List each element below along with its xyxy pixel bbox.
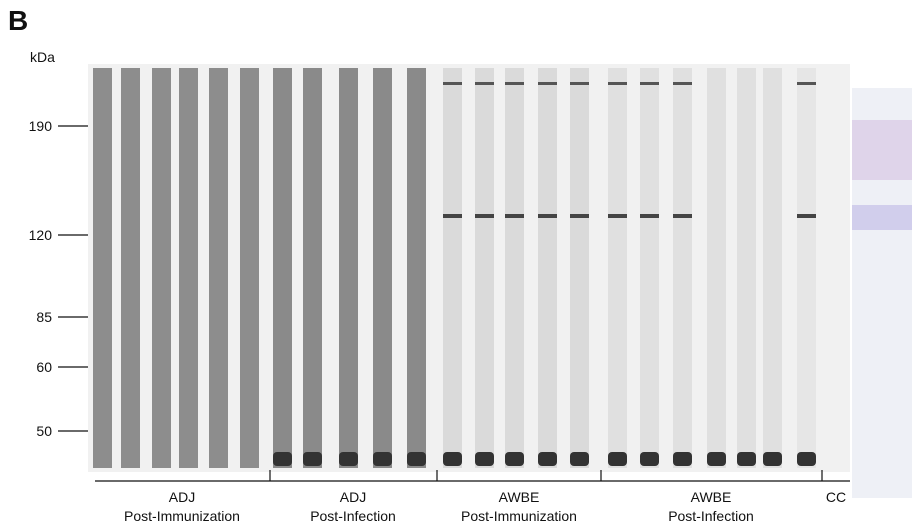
bottom-band bbox=[707, 452, 726, 466]
band bbox=[608, 214, 627, 218]
band bbox=[505, 82, 524, 85]
bottom-band bbox=[570, 452, 589, 466]
bottom-band bbox=[273, 452, 292, 466]
blot-strip bbox=[373, 68, 392, 468]
group-label: AWBE bbox=[691, 489, 732, 505]
group-label: ADJ bbox=[340, 489, 366, 505]
blot-strip bbox=[538, 68, 557, 468]
bottom-band bbox=[303, 452, 322, 466]
bottom-band bbox=[608, 452, 627, 466]
blot-strip bbox=[737, 68, 756, 468]
marker-label: 85 bbox=[36, 309, 52, 325]
bottom-band bbox=[737, 452, 756, 466]
bottom-band bbox=[673, 452, 692, 466]
band bbox=[608, 82, 627, 85]
blot-strip bbox=[570, 68, 589, 468]
band bbox=[797, 214, 816, 218]
band bbox=[570, 214, 589, 218]
blot-strip bbox=[273, 68, 292, 468]
stain-band bbox=[852, 205, 912, 230]
blot-strip bbox=[505, 68, 524, 468]
blot-strip bbox=[93, 68, 112, 468]
group-label: Post-Infection bbox=[668, 508, 754, 524]
band bbox=[640, 82, 659, 85]
group-label: ADJ bbox=[169, 489, 195, 505]
blot-strip bbox=[179, 68, 198, 468]
group-label: CC bbox=[826, 489, 846, 505]
band bbox=[538, 214, 557, 218]
stain-region bbox=[852, 120, 912, 180]
band bbox=[475, 82, 494, 85]
band bbox=[475, 214, 494, 218]
bottom-band bbox=[339, 452, 358, 466]
band bbox=[505, 214, 524, 218]
marker-label: 190 bbox=[29, 118, 53, 134]
group-label: Post-Infection bbox=[310, 508, 396, 524]
band bbox=[443, 82, 462, 85]
bottom-band bbox=[640, 452, 659, 466]
band bbox=[538, 82, 557, 85]
blot-background bbox=[88, 64, 850, 472]
bottom-band bbox=[797, 452, 816, 466]
band bbox=[673, 214, 692, 218]
group-label: Post-Immunization bbox=[124, 508, 240, 524]
bottom-band bbox=[538, 452, 557, 466]
unit-label: kDa bbox=[30, 49, 55, 65]
bottom-band bbox=[505, 452, 524, 466]
blot-strip bbox=[640, 68, 659, 468]
blot-strip bbox=[121, 68, 140, 468]
band bbox=[570, 82, 589, 85]
panel-label: B bbox=[8, 5, 28, 36]
blot-strip bbox=[608, 68, 627, 468]
blot-strip bbox=[339, 68, 358, 468]
marker-label: 60 bbox=[36, 359, 52, 375]
bottom-band bbox=[443, 452, 462, 466]
blot-strip bbox=[475, 68, 494, 468]
blot-strip bbox=[303, 68, 322, 468]
band bbox=[797, 82, 816, 85]
band bbox=[443, 214, 462, 218]
figure: B kDa 190 120 85 60 50 ADJ Post-Immunization AD… bbox=[0, 0, 912, 530]
bottom-band bbox=[475, 452, 494, 466]
bottom-band bbox=[763, 452, 782, 466]
group-label: Post-Immunization bbox=[461, 508, 577, 524]
marker-label: 120 bbox=[29, 227, 53, 243]
blot-strip bbox=[707, 68, 726, 468]
blot-strip bbox=[797, 68, 816, 468]
band bbox=[640, 214, 659, 218]
bottom-band bbox=[373, 452, 392, 466]
group-label: AWBE bbox=[499, 489, 540, 505]
bottom-band bbox=[407, 452, 426, 466]
marker-label: 50 bbox=[36, 423, 52, 439]
blot-strip bbox=[673, 68, 692, 468]
blot-strip bbox=[209, 68, 228, 468]
blot-strip bbox=[240, 68, 259, 468]
blot-strip bbox=[407, 68, 426, 468]
band bbox=[673, 82, 692, 85]
blot-strip bbox=[152, 68, 171, 468]
blot-strip bbox=[763, 68, 782, 468]
blot-strip bbox=[443, 68, 462, 468]
